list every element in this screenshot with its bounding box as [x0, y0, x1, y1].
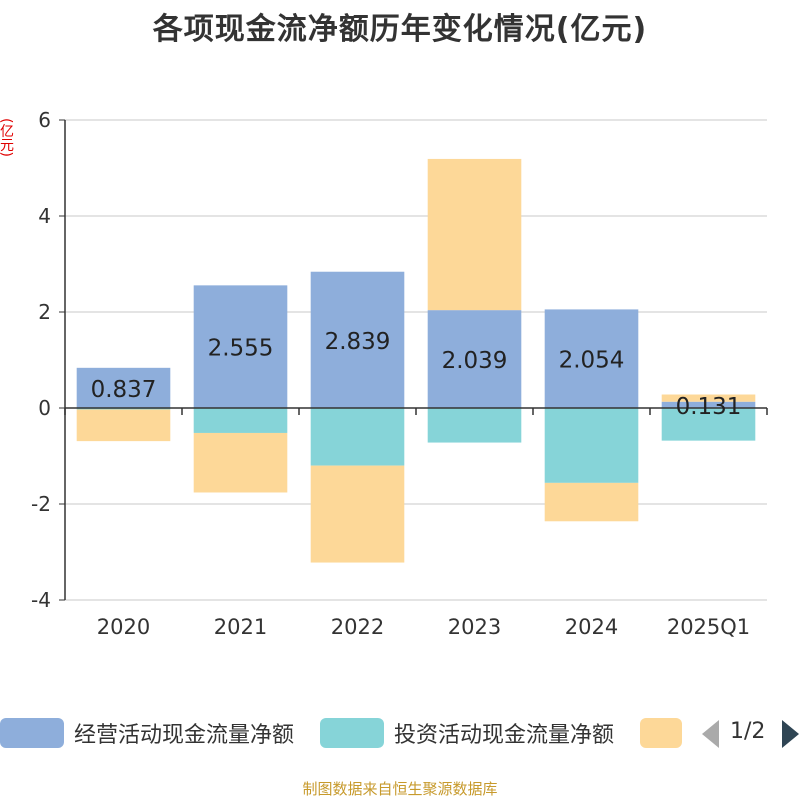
x-tick-label: 2020 — [97, 615, 150, 639]
bar-segment — [310, 271, 405, 408]
data-label: 2.039 — [442, 348, 508, 374]
bar-segment — [427, 158, 522, 311]
bar-segment — [76, 409, 171, 442]
legend-swatch-investing — [320, 718, 384, 748]
bar-segment — [661, 408, 756, 441]
bar-segment — [661, 401, 756, 408]
legend-next-arrow-icon[interactable] — [782, 720, 799, 748]
bar-segment — [544, 309, 639, 408]
legend-label-investing: 投资活动现金流量净额 — [394, 723, 615, 748]
source-note: 制图数据来自恒生聚源数据库 — [302, 780, 498, 798]
legend-page-indicator: 1/2 — [730, 719, 766, 744]
bar-segment — [310, 408, 405, 466]
y-tick-label: -2 — [31, 492, 51, 516]
bar-segment — [427, 408, 522, 443]
chart-title: 各项现金流净额历年变化情况(亿元) — [152, 12, 648, 47]
data-label: 2.839 — [325, 329, 391, 355]
x-tick-label: 2021 — [214, 615, 267, 639]
x-tick-label: 2025Q1 — [667, 615, 750, 639]
y-tick-label: 2 — [38, 300, 51, 324]
data-label: 2.555 — [208, 336, 274, 362]
y-tick-label: 6 — [38, 108, 51, 132]
y-tick-label: 4 — [38, 204, 51, 228]
x-tick-label: 2023 — [448, 615, 501, 639]
bar-segment — [193, 408, 288, 433]
bar-segment — [544, 408, 639, 483]
y-tick-label: -4 — [31, 588, 51, 612]
bar-segment — [310, 465, 405, 563]
legend-item-financing[interactable] — [640, 718, 682, 748]
legend-swatch-operating — [0, 718, 64, 748]
x-tick-label: 2024 — [565, 615, 618, 639]
legend-item-operating[interactable]: 经营活动现金流量净额 — [0, 718, 294, 748]
data-label: 0.131 — [676, 394, 742, 420]
data-label: 0.837 — [91, 377, 157, 403]
chart-plot: -4 -2 0 2 4 6 2020 2021 2022 2023 2024 2025Q1 0.837 2… — [31, 108, 768, 639]
legend-label-operating: 经营活动现金流量净额 — [74, 723, 295, 748]
y-axis-unit-label: (亿元) — [0, 118, 14, 157]
legend-swatch-financing — [640, 718, 682, 748]
bar-segment — [427, 310, 522, 408]
x-tick-label: 2022 — [331, 615, 384, 639]
bar-segment — [76, 367, 171, 408]
y-tick-label: 0 — [38, 396, 51, 420]
bar-segment — [544, 482, 639, 522]
legend: 经营活动现金流量净额 投资活动现金流量净额 1/2 — [0, 712, 800, 756]
bar-segment — [193, 432, 288, 493]
bar-segment — [193, 285, 288, 408]
legend-prev-arrow-icon[interactable] — [702, 720, 719, 748]
legend-item-investing[interactable]: 投资活动现金流量净额 — [320, 718, 614, 748]
bar-segment — [661, 394, 756, 402]
data-label: 2.054 — [559, 348, 625, 374]
